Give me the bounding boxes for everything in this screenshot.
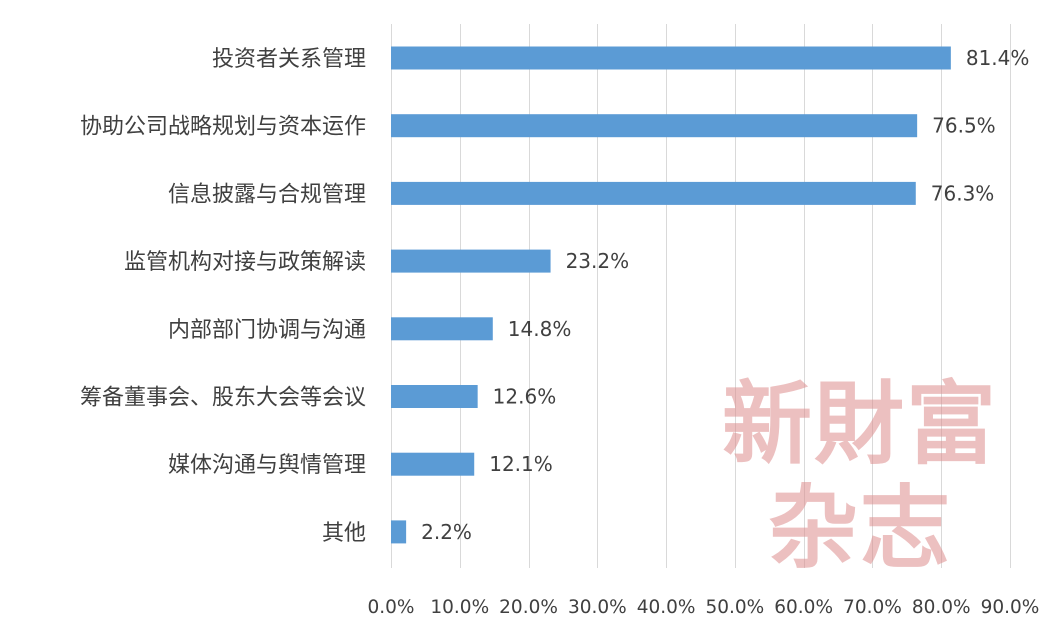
bar (391, 385, 478, 408)
data-label: 12.6% (493, 385, 557, 409)
x-axis-tick-labels: 0.0% 10.0% 20.0% 30.0% 40.0% 50.0% 60.0% 70.0% 8… (368, 597, 1040, 618)
grid-lines (391, 24, 1011, 568)
bar (391, 181, 916, 205)
data-label: 23.2% (566, 249, 630, 273)
category-label: 媒体沟通与舆情管理 (168, 453, 366, 478)
category-label: 信息披露与合规管理 (168, 182, 366, 207)
x-tick-label: 50.0% (705, 597, 764, 618)
category-label: 内部部门协调与沟通 (168, 318, 366, 343)
category-label: 筹备董事会、股东大会等会议 (80, 386, 366, 411)
category-label: 投资者关系管理 (212, 47, 366, 72)
x-tick-label: 20.0% (499, 597, 558, 618)
bar (391, 114, 918, 138)
x-tick-label: 30.0% (568, 597, 627, 618)
data-label: 76.5% (932, 114, 996, 138)
category-labels: 投资者关系管理协助公司战略规划与资本运作信息披露与合规管理监管机构对接与政策解读… (80, 47, 366, 546)
value-labels: 81.4% 76.5% 76.3% 23.2% 14.8% 12.6% 12.1% 2.2% (421, 46, 1029, 544)
x-tick-label: 10.0% (430, 597, 489, 618)
category-label: 监管机构对接与政策解读 (124, 250, 366, 275)
data-label: 76.3% (931, 181, 995, 205)
x-tick-label: 0.0% (368, 597, 415, 618)
x-tick-label: 60.0% (774, 597, 833, 618)
data-label: 14.8% (508, 317, 572, 341)
data-label: 2.2% (421, 520, 472, 544)
x-tick-label: 70.0% (843, 597, 902, 618)
x-tick-label: 90.0% (981, 597, 1040, 618)
bar (391, 46, 951, 70)
data-label: 12.1% (489, 452, 553, 476)
x-tick-label: 40.0% (637, 597, 696, 618)
bars (391, 46, 951, 544)
bar (391, 520, 407, 544)
bar (391, 452, 475, 476)
x-tick-label: 80.0% (912, 597, 971, 618)
data-label: 81.4% (966, 46, 1030, 70)
bar (391, 249, 551, 273)
bar (391, 317, 493, 341)
category-label: 其他 (322, 521, 366, 546)
category-label: 协助公司战略规划与资本运作 (80, 115, 366, 140)
